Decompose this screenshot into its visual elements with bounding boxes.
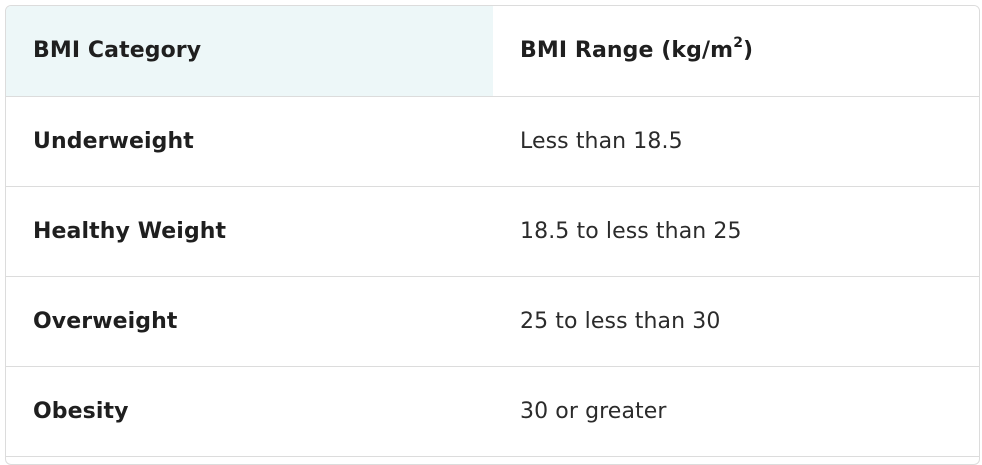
table-row: Healthy Weight 18.5 to less than 25	[6, 186, 979, 277]
table-header-row: BMI Category BMI Range (kg/m2)	[6, 6, 979, 97]
row-range-cell: 25 to less than 30	[493, 276, 979, 367]
row-category-cell: Healthy Weight	[6, 186, 493, 277]
header-bmi-range-prefix: BMI Range (kg/m	[520, 38, 734, 64]
header-bmi-range-superscript: 2	[733, 34, 744, 51]
row-category-cell: Underweight	[6, 96, 493, 187]
row-category-cell: Obesity	[6, 366, 493, 457]
table-row: Overweight 25 to less than 30	[6, 276, 979, 367]
header-bmi-range: BMI Range (kg/m2)	[493, 6, 979, 97]
row-range-cell: Less than 18.5	[493, 96, 979, 187]
header-bmi-category-label: BMI Category	[33, 38, 202, 64]
row-category-cell: Overweight	[6, 276, 493, 367]
header-bmi-category: BMI Category	[6, 6, 493, 97]
table-row: Underweight Less than 18.5	[6, 96, 979, 187]
table-row: Obesity 30 or greater	[6, 366, 979, 457]
row-range-cell: 18.5 to less than 25	[493, 186, 979, 277]
row-range-cell: 30 or greater	[493, 366, 979, 457]
bmi-table: BMI Category BMI Range (kg/m2) Underweig…	[6, 6, 979, 457]
header-bmi-range-suffix: )	[743, 38, 754, 64]
bmi-table-container: BMI Category BMI Range (kg/m2) Underweig…	[5, 5, 980, 465]
